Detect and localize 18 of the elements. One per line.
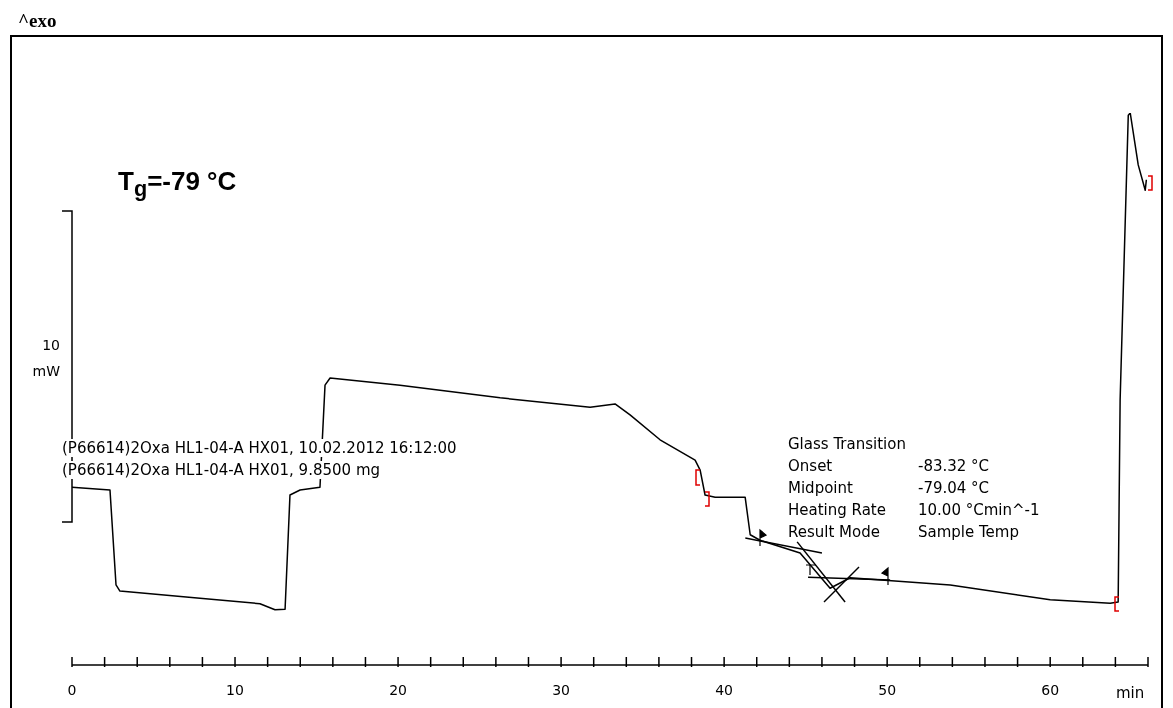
x-tick-label: 20 <box>389 682 407 698</box>
x-axis-title: min <box>1116 684 1145 702</box>
text: ^exo <box>18 10 57 32</box>
x-tick-label: 40 <box>715 682 734 698</box>
text: Midpoint -79.04 °C <box>788 479 990 497</box>
x-tick-label: 50 <box>878 682 897 698</box>
text: Onset -83.32 °C <box>788 457 990 475</box>
x-tick-label: 60 <box>1041 682 1060 698</box>
annotation: (P66614)2Oxa HL1-04-A HX01, 10.02.2012 16:12:00 <box>62 439 457 457</box>
text: Result Mode Sample Temp <box>788 523 1019 541</box>
annotation: T$_{g}$=-79 °C <box>118 166 237 203</box>
y-axis-title: 10 mW <box>31 336 60 381</box>
x-tick-label: 10 <box>226 682 244 698</box>
annotation: (P66614)2Oxa HL1-04-A HX01, 9.8500 mg <box>62 461 381 479</box>
x-tick-label: 0 <box>67 682 77 698</box>
x-tick-label: 30 <box>552 682 570 698</box>
annotation: Glass Transition <box>788 435 906 453</box>
text: Heating Rate 10.00 °Cmin^-1 <box>788 501 1040 519</box>
